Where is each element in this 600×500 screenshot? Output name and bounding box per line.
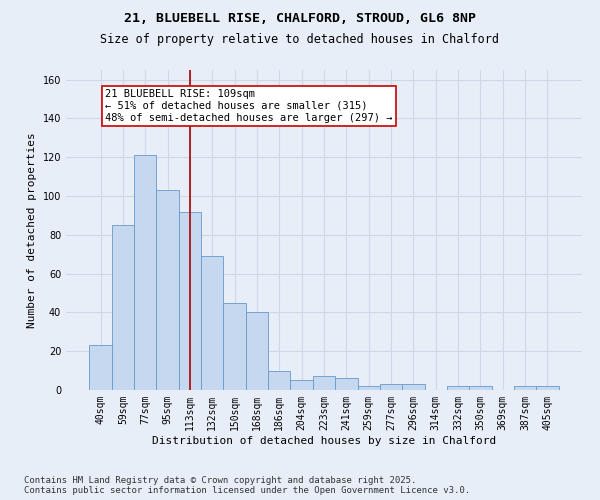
- Text: 21, BLUEBELL RISE, CHALFORD, STROUD, GL6 8NP: 21, BLUEBELL RISE, CHALFORD, STROUD, GL6…: [124, 12, 476, 26]
- Bar: [402, 384, 425, 390]
- Bar: [290, 380, 313, 390]
- Bar: [313, 376, 335, 390]
- Bar: [223, 302, 246, 390]
- Bar: [112, 225, 134, 390]
- Bar: [514, 386, 536, 390]
- Bar: [89, 346, 112, 390]
- Text: 21 BLUEBELL RISE: 109sqm
← 51% of detached houses are smaller (315)
48% of semi-: 21 BLUEBELL RISE: 109sqm ← 51% of detach…: [105, 90, 392, 122]
- Bar: [246, 312, 268, 390]
- Bar: [447, 386, 469, 390]
- Bar: [358, 386, 380, 390]
- Bar: [380, 384, 402, 390]
- Bar: [157, 190, 179, 390]
- Text: Contains HM Land Registry data © Crown copyright and database right 2025.
Contai: Contains HM Land Registry data © Crown c…: [24, 476, 470, 495]
- Bar: [536, 386, 559, 390]
- Bar: [179, 212, 201, 390]
- Bar: [469, 386, 491, 390]
- X-axis label: Distribution of detached houses by size in Chalford: Distribution of detached houses by size …: [152, 436, 496, 446]
- Text: Size of property relative to detached houses in Chalford: Size of property relative to detached ho…: [101, 32, 499, 46]
- Bar: [201, 256, 223, 390]
- Y-axis label: Number of detached properties: Number of detached properties: [27, 132, 37, 328]
- Bar: [268, 370, 290, 390]
- Bar: [335, 378, 358, 390]
- Bar: [134, 156, 157, 390]
